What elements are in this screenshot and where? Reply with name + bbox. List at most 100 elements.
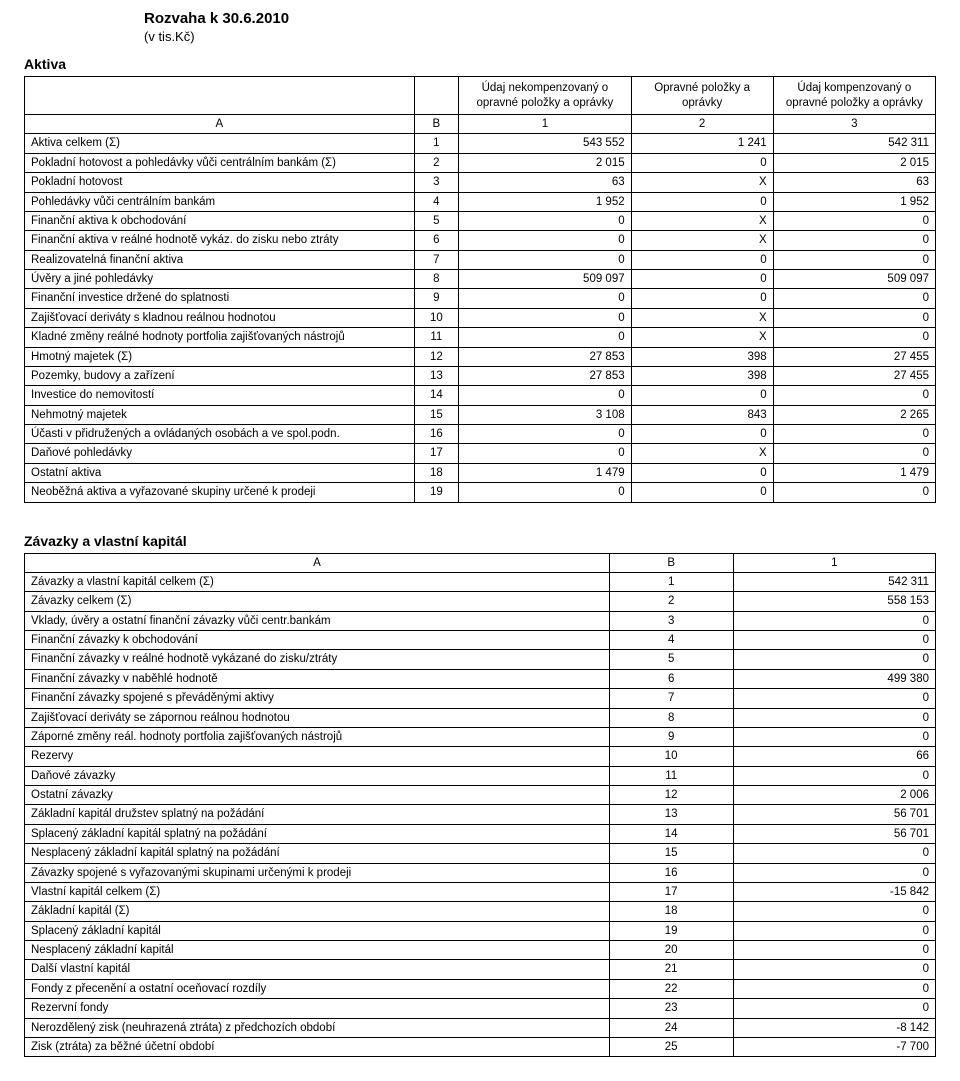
row-c1: 0 — [733, 979, 935, 998]
table-row: Závazky spojené s vyřazovanými skupinami… — [25, 863, 936, 882]
row-label: Finanční investice držené do splatnosti — [25, 289, 415, 308]
row-b: 1 — [414, 134, 459, 153]
row-label: Rezervní fondy — [25, 999, 610, 1018]
row-b: 18 — [609, 902, 733, 921]
row-b: 25 — [609, 1037, 733, 1056]
table-row: Daňové pohledávky170X0 — [25, 444, 936, 463]
row-label: Pozemky, budovy a zařízení — [25, 366, 415, 385]
row-c2: 0 — [631, 483, 773, 502]
row-c2: 0 — [631, 153, 773, 172]
row-c1: 1 479 — [459, 463, 631, 482]
row-label: Pokladní hotovost — [25, 173, 415, 192]
row-b: 13 — [414, 366, 459, 385]
row-c1: 0 — [733, 689, 935, 708]
row-label: Splacený základní kapitál splatný na pož… — [25, 824, 610, 843]
row-c3: 0 — [773, 289, 935, 308]
row-c1: 0 — [733, 844, 935, 863]
row-c2: 1 241 — [631, 134, 773, 153]
row-c1: 0 — [733, 650, 935, 669]
row-c3: 27 455 — [773, 366, 935, 385]
row-b: 14 — [609, 824, 733, 843]
row-c1: -8 142 — [733, 1018, 935, 1037]
row-c2: 0 — [631, 192, 773, 211]
row-b: 13 — [609, 805, 733, 824]
row-c1: 0 — [733, 766, 935, 785]
table-row: Základní kapitál družstev splatný na pož… — [25, 805, 936, 824]
row-b: 22 — [609, 979, 733, 998]
table-row: Splacený základní kapitál190 — [25, 921, 936, 940]
row-label: Daňové závazky — [25, 766, 610, 785]
row-label: Splacený základní kapitál — [25, 921, 610, 940]
row-c1: 0 — [733, 611, 935, 630]
table-row: Finanční závazky v naběhlé hodnotě6499 3… — [25, 669, 936, 688]
row-label: Finanční závazky v naběhlé hodnotě — [25, 669, 610, 688]
row-c3: 0 — [773, 231, 935, 250]
row-c1: 0 — [459, 250, 631, 269]
row-label: Aktiva celkem (Σ) — [25, 134, 415, 153]
aktiva-header-col1: Údaj nekompenzovaný o opravné položky a … — [459, 77, 631, 115]
table-row: Daňové závazky110 — [25, 766, 936, 785]
row-b: 17 — [609, 882, 733, 901]
row-c1: 0 — [733, 708, 935, 727]
table-row: Finanční aktiva k obchodování50X0 — [25, 211, 936, 230]
row-label: Zajišťovací deriváty se zápornou reálnou… — [25, 708, 610, 727]
row-c3: 27 455 — [773, 347, 935, 366]
table-row: Finanční investice držené do splatnosti9… — [25, 289, 936, 308]
row-b: 16 — [414, 425, 459, 444]
row-c1: 558 153 — [733, 592, 935, 611]
zavazky-header-b: B — [609, 553, 733, 572]
row-b: 10 — [609, 747, 733, 766]
row-b: 19 — [414, 483, 459, 502]
row-b: 6 — [609, 669, 733, 688]
row-c3: 0 — [773, 425, 935, 444]
row-label: Ostatní aktiva — [25, 463, 415, 482]
row-label: Úvěry a jiné pohledávky — [25, 270, 415, 289]
row-c1: 66 — [733, 747, 935, 766]
row-b: 16 — [609, 863, 733, 882]
row-c2: X — [631, 211, 773, 230]
row-b: 14 — [414, 386, 459, 405]
table-row: Zajišťovací deriváty se zápornou reálnou… — [25, 708, 936, 727]
table-row: Realizovatelná finanční aktiva7000 — [25, 250, 936, 269]
row-c1: 0 — [733, 960, 935, 979]
table-row: Pokladní hotovost363X63 — [25, 173, 936, 192]
row-label: Kladné změny reálné hodnoty portfolia za… — [25, 328, 415, 347]
zavazky-table: A B 1 Závazky a vlastní kapitál celkem (… — [24, 553, 936, 1058]
row-label: Finanční aktiva k obchodování — [25, 211, 415, 230]
row-c1: 0 — [733, 631, 935, 650]
row-c1: 0 — [459, 425, 631, 444]
row-b: 9 — [414, 289, 459, 308]
row-c2: 398 — [631, 366, 773, 385]
row-c1: 0 — [733, 863, 935, 882]
row-c1: 0 — [733, 727, 935, 746]
row-c1: 0 — [459, 211, 631, 230]
table-row: Závazky celkem (Σ)2558 153 — [25, 592, 936, 611]
table-row: Hmotný majetek (Σ)1227 85339827 455 — [25, 347, 936, 366]
row-label: Fondy z přecenění a ostatní oceňovací ro… — [25, 979, 610, 998]
row-c3: 0 — [773, 308, 935, 327]
row-label: Základní kapitál (Σ) — [25, 902, 610, 921]
row-c1: 0 — [459, 483, 631, 502]
row-label: Závazky spojené s vyřazovanými skupinami… — [25, 863, 610, 882]
row-c1: 56 701 — [733, 805, 935, 824]
row-c1: 543 552 — [459, 134, 631, 153]
row-b: 5 — [414, 211, 459, 230]
table-row: Neoběžná aktiva a vyřazované skupiny urč… — [25, 483, 936, 502]
row-b: 3 — [609, 611, 733, 630]
row-c3: 2 015 — [773, 153, 935, 172]
table-row: Zisk (ztráta) za běžné účetní období25-7… — [25, 1037, 936, 1056]
row-label: Další vlastní kapitál — [25, 960, 610, 979]
row-c1: 63 — [459, 173, 631, 192]
table-row: Rezervy1066 — [25, 747, 936, 766]
row-c1: 0 — [733, 921, 935, 940]
aktiva-section-title: Aktiva — [24, 56, 936, 72]
row-b: 19 — [609, 921, 733, 940]
row-label: Hmotný majetek (Σ) — [25, 347, 415, 366]
row-b: 23 — [609, 999, 733, 1018]
aktiva-header-3: 3 — [773, 115, 935, 134]
row-label: Závazky celkem (Σ) — [25, 592, 610, 611]
row-b: 24 — [609, 1018, 733, 1037]
row-c2: X — [631, 308, 773, 327]
row-c1: 27 853 — [459, 347, 631, 366]
row-b: 12 — [609, 786, 733, 805]
